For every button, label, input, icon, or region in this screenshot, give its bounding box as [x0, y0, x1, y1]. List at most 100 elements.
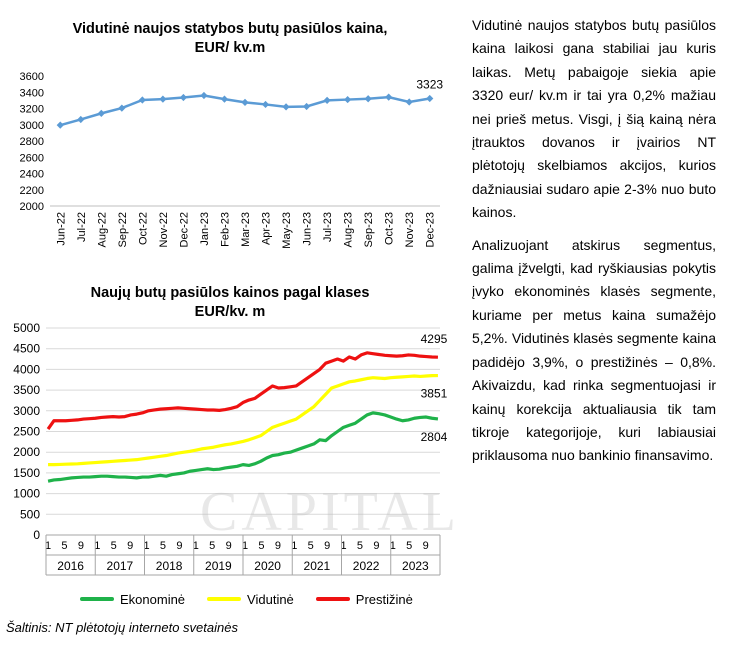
top-data-point: [344, 95, 352, 104]
top-chart-title-line2: EUR/ kv.m: [194, 40, 266, 56]
article-paragraph-1: Vidutinė naujos statybos butų pasiūlos k…: [472, 17, 716, 221]
top-data-point: [282, 103, 290, 111]
top-y-tick-label: 2200: [20, 185, 44, 197]
bottom-year-label: 2016: [57, 559, 84, 573]
bottom-chart-title-line2: EUR/kv. m: [194, 304, 266, 320]
top-data-point: [405, 98, 413, 106]
top-y-tick-label: 3000: [20, 120, 44, 132]
bottom-y-tick-label: 2000: [13, 445, 40, 459]
legend-item-ekonomine: Ekonominė: [80, 592, 185, 607]
top-x-tick-label: Feb-23: [219, 212, 231, 247]
top-x-tick-label: Aug-22: [96, 212, 108, 247]
top-chart-title: Vidutinė naujos statybos butų pasiūlos k…: [30, 20, 430, 58]
legend-item-vidutine: Vidutinė: [207, 592, 294, 607]
top-data-point: [241, 98, 249, 107]
bottom-data-label: 2804: [421, 430, 448, 444]
top-x-tick-label: Mar-23: [240, 212, 252, 247]
bottom-y-tick-label: 5000: [13, 321, 40, 335]
bottom-month-tick-label: 1: [291, 540, 297, 552]
bottom-year-label: 2017: [107, 559, 134, 573]
top-data-point: [118, 104, 126, 112]
bottom-y-tick-label: 4000: [13, 362, 40, 376]
top-data-point: [426, 94, 434, 103]
bottom-year-label: 2019: [205, 559, 232, 573]
bottom-line-chart: 0 500 1000 1500 2000 2500 3000 3500 4000 4500 5000…: [13, 321, 448, 576]
top-y-tick-label: 2400: [20, 169, 44, 181]
bottom-y-tick-label: 0: [33, 528, 40, 542]
top-data-point: [179, 93, 188, 102]
bottom-month-tick-label: 9: [176, 540, 182, 552]
bottom-y-tick-label: 3000: [13, 404, 40, 418]
top-data-point: [138, 96, 146, 104]
legend-label-ekonomine: Ekonominė: [120, 591, 186, 607]
top-y-tick-label: 3600: [20, 71, 44, 83]
top-y-tick-label: 2600: [20, 152, 44, 164]
top-x-tick-label: Jul-23: [322, 212, 334, 242]
top-data-point: [77, 115, 85, 124]
top-data-point: [385, 93, 393, 101]
bottom-year-label: 2023: [402, 559, 429, 573]
top-x-tick-label: Apr-23: [261, 212, 273, 245]
top-y-tick-label: 2000: [20, 201, 44, 213]
bottom-month-tick-label: 1: [143, 540, 149, 552]
top-data-point: [200, 91, 208, 100]
bottom-year-label: 2020: [254, 559, 281, 573]
bottom-month-tick-label: 9: [127, 540, 133, 552]
top-x-tick-label: Nov-23: [404, 212, 416, 247]
bottom-month-tick-label: 9: [423, 540, 429, 552]
bottom-month-tick-label: 5: [111, 540, 117, 552]
legend-swatch-vidutine: [207, 597, 242, 601]
legend-label-prestizine: Prestižinė: [355, 591, 413, 607]
bottom-series-line: [46, 351, 439, 430]
top-x-tick-label: Oct-23: [384, 212, 396, 245]
top-data-point: [302, 102, 311, 111]
bottom-month-tick-label: 5: [308, 540, 314, 552]
bottom-series-line: [48, 373, 438, 467]
bottom-y-tick-label: 500: [20, 507, 40, 521]
bottom-month-tick-label: 9: [324, 540, 330, 552]
bottom-month-tick-label: 9: [373, 540, 379, 552]
top-y-tick-label: 3400: [20, 87, 44, 99]
bottom-month-tick-label: 1: [45, 540, 51, 552]
bottom-year-label: 2022: [353, 559, 380, 573]
top-y-tick-label: 3200: [20, 104, 44, 116]
top-data-label: 3323: [416, 78, 443, 92]
bottom-year-label: 2021: [304, 559, 331, 573]
article-paragraph-2: Analizuojant atskirus segmentus, galima …: [472, 236, 716, 464]
top-x-tick-label: Jun-22: [55, 212, 67, 246]
top-x-tick-label: Sep-22: [117, 212, 129, 247]
bottom-month-tick-label: 1: [193, 540, 199, 552]
article-text: Vidutinė naujos statybos butų pasiūlos k…: [472, 14, 716, 477]
bottom-chart-title: Naujų butų pasiūlos kainos pagal klases …: [20, 284, 440, 322]
bottom-y-tick-label: 2500: [13, 425, 40, 439]
bottom-month-tick-label: 1: [340, 540, 346, 552]
bottom-month-tick-label: 5: [357, 540, 363, 552]
bottom-y-tick-label: 1000: [13, 487, 40, 501]
bottom-month-tick-label: 5: [258, 540, 264, 552]
top-x-tick-label: Jul-22: [76, 212, 88, 242]
top-x-tick-label: Nov-22: [158, 212, 170, 247]
bottom-chart-title-line1: Naujų butų pasiūlos kainos pagal klases: [90, 285, 370, 301]
top-data-point: [159, 95, 167, 103]
top-x-tick-label: Aug-23: [343, 212, 355, 247]
bottom-month-tick-label: 1: [390, 540, 396, 552]
bottom-chart-legend: Ekonominė Vidutinė Prestižinė: [80, 590, 440, 608]
legend-label-vidutine: Vidutinė: [247, 591, 294, 607]
top-x-tick-label: Dec-23: [425, 212, 437, 247]
bottom-month-tick-label: 5: [61, 540, 67, 552]
bottom-data-label: 4295: [421, 332, 448, 346]
bottom-y-tick-label: 4500: [13, 342, 40, 356]
bottom-month-tick-label: 9: [275, 540, 281, 552]
top-chart-title-line1: Vidutinė naujos statybos butų pasiūlos k…: [72, 21, 388, 37]
top-data-point: [323, 96, 331, 104]
top-x-tick-label: May-23: [281, 212, 293, 249]
top-data-point: [97, 109, 105, 117]
bottom-month-tick-label: 1: [242, 540, 248, 552]
bottom-y-tick-label: 3500: [13, 383, 40, 397]
bottom-year-label: 2018: [156, 559, 183, 573]
top-data-point: [261, 100, 270, 109]
bottom-month-tick-label: 5: [160, 540, 166, 552]
bottom-series-line: [47, 411, 439, 483]
top-data-point: [220, 95, 229, 103]
top-y-tick-label: 2800: [20, 136, 44, 148]
